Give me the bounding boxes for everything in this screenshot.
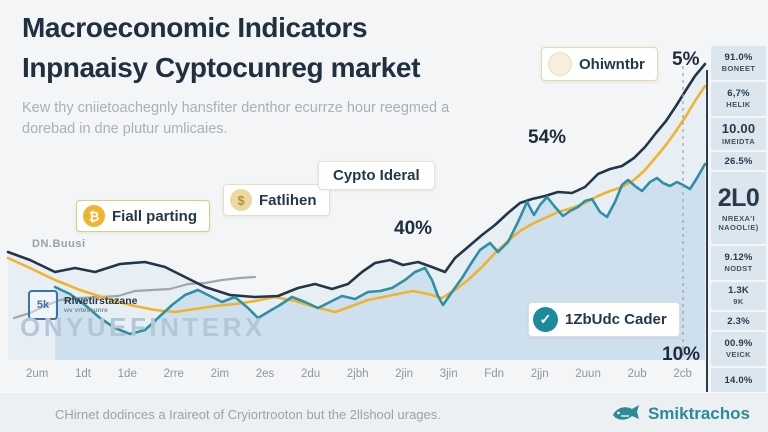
stat-cell: 9.12% NODST <box>711 246 766 280</box>
stat-label: HELIK <box>726 100 751 110</box>
stat-label: NODST <box>724 264 753 274</box>
stat-cell: 14.0% <box>711 368 766 392</box>
badge-label: Ohiwntbr <box>579 55 645 73</box>
badge-label: 1ZbUdc Cader <box>565 311 667 328</box>
badge-label: Fiall parting <box>112 207 198 225</box>
subtitle-line-2: dorebad in dne plutur umlicaies. <box>22 121 228 138</box>
x-axis-tick-label: 1de <box>117 368 137 380</box>
dollar-icon: $ <box>230 189 252 211</box>
x-axis-tick-label: 2uun <box>575 368 601 380</box>
page-subtitle: Kew thy cniietoachegnly hansfiter dentho… <box>22 98 449 140</box>
brand-fish-icon <box>612 405 639 420</box>
badge-tzbudc-cader: ✓ 1ZbUdc Cader <box>528 302 680 337</box>
x-axis-tick-label: 2jbh <box>346 368 369 380</box>
x-axis-tick-label: 2im <box>210 368 230 380</box>
page-title: Macroeconomic Indicators Inpnaaisy Cypto… <box>22 8 420 88</box>
brand-text-bold: Smik <box>647 404 689 423</box>
watermark-logo-icon: 5k <box>28 290 58 320</box>
stat-cell: 00.9% VEICK <box>711 332 766 366</box>
annotation-54pct: 54% <box>528 127 567 148</box>
annotation-5pct: 5% <box>672 49 700 70</box>
x-axis-tick-label: 2ub <box>627 368 647 380</box>
corner-note: DN.Buusi <box>32 238 86 250</box>
brand-logo: Smiktrachos <box>611 395 750 432</box>
badge-ohiwntbr: Ohiwntbr <box>541 47 658 81</box>
stat-cell: 91.0% BONEET <box>711 46 766 80</box>
stat-cell: 10.00 IMEIDTA <box>711 118 766 150</box>
watermark-big-text: ONYUEFINTERX <box>20 312 266 342</box>
stat-label: BONEET <box>721 64 756 74</box>
stat-label: NREXA'I NAOOL!E) <box>718 213 759 232</box>
badge-fatlihen: $ Fatlihen <box>223 184 330 216</box>
x-axis-tick-label: 2es <box>255 368 275 380</box>
brand-logo-text: Smiktrachos <box>648 404 750 424</box>
stat-cell: 6,7% HELIK <box>711 82 766 116</box>
badge-label: Cypto Ideral <box>333 167 420 184</box>
x-axis-tick-label: 2cb <box>673 368 692 380</box>
stat-value: 10.00 <box>721 121 756 137</box>
grey-baseline-line <box>12 275 257 320</box>
stat-label: IMEIDTA <box>721 137 756 147</box>
stat-label: VEICK <box>726 350 751 360</box>
badge-fiall-parting: ₿ Fiall parting <box>76 200 211 232</box>
title-line-2: Inpnaaisy Cyptocunreg market <box>22 52 421 84</box>
stat-value: 00.9% <box>724 338 753 350</box>
badge-cypto-ideral: Cypto Ideral <box>318 161 435 190</box>
check-icon: ✓ <box>533 307 558 332</box>
watermark-brand-row: 5k Rlwetirstazane wv vrtesaunre <box>28 290 138 320</box>
annotation-40pct: 40% <box>394 218 433 239</box>
stat-value: 9.12% <box>724 252 753 264</box>
stat-value: 26.5% <box>724 155 753 167</box>
x-axis-tick-label: 2du <box>300 368 321 380</box>
stat-cell: 26.5% <box>711 152 766 170</box>
subtitle-line-1: Kew thy cniietoachegnly hansfiter dentho… <box>22 100 450 116</box>
teal-market-line <box>53 162 707 336</box>
stat-value: 1.3K <box>728 285 749 297</box>
x-axis-tick-label: 2um <box>26 368 49 380</box>
x-axis-tick-label: 2jin <box>395 368 414 380</box>
brand-text-rest: trachos <box>688 404 750 423</box>
x-axis-tick-label: Fdn <box>484 368 505 380</box>
x-axis-tick-label: 2rre <box>163 368 184 380</box>
watermark-brand-name: Rlwetirstazane <box>64 294 138 307</box>
annotation-10pct: 10% <box>662 344 701 365</box>
footer-note: CHirnet dodinces a Iraireot of Cryiortro… <box>55 406 441 422</box>
x-axis: 2um 1dt 1de 2rre 2im 2es 2du 2jbh 2jin 3jin Fdn 2jj… <box>26 368 692 380</box>
right-axis-line <box>706 70 708 392</box>
title-line-1: Macroeconomic Indicators <box>22 12 368 43</box>
watermark-brand-sub: wv vrtesaunre <box>64 307 108 315</box>
stat-value: 6,7% <box>727 88 750 100</box>
x-axis-tick-label: 3jin <box>439 368 458 380</box>
bitcoin-icon: ₿ <box>83 205 105 227</box>
stat-cell: 2L0 NREXA'I NAOOL!E) <box>711 172 766 244</box>
stat-label: 9K <box>733 297 744 307</box>
stats-side-panel: 91.0% BONEET 6,7% HELIK 10.00 IMEIDTA 26.5% 2L0… <box>711 46 766 392</box>
x-axis-tick-label: 2jjn <box>530 368 549 380</box>
x-axis-tick-label: 1dt <box>75 368 92 380</box>
badge-label: Fatlihen <box>259 191 317 209</box>
stat-value: 91.0% <box>724 52 753 64</box>
footer-bar: CHirnet dodinces a Iraireot of Cryiortro… <box>0 394 768 432</box>
coin-icon <box>548 52 572 76</box>
stat-value: 14.0% <box>724 374 753 386</box>
stat-cell: 1.3K 9K <box>711 282 766 310</box>
stat-value: 2L0 <box>717 183 760 212</box>
stat-value: 2.3% <box>727 315 750 327</box>
stat-cell: 2.3% <box>711 312 766 330</box>
navy-indicator-line <box>6 62 707 299</box>
